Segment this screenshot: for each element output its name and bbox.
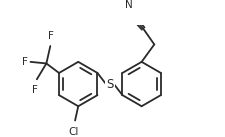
Text: N: N: [124, 0, 132, 10]
Text: F: F: [48, 31, 54, 41]
Text: S: S: [106, 78, 113, 91]
Text: Cl: Cl: [68, 127, 78, 137]
Text: F: F: [32, 85, 37, 95]
Text: F: F: [22, 57, 28, 67]
